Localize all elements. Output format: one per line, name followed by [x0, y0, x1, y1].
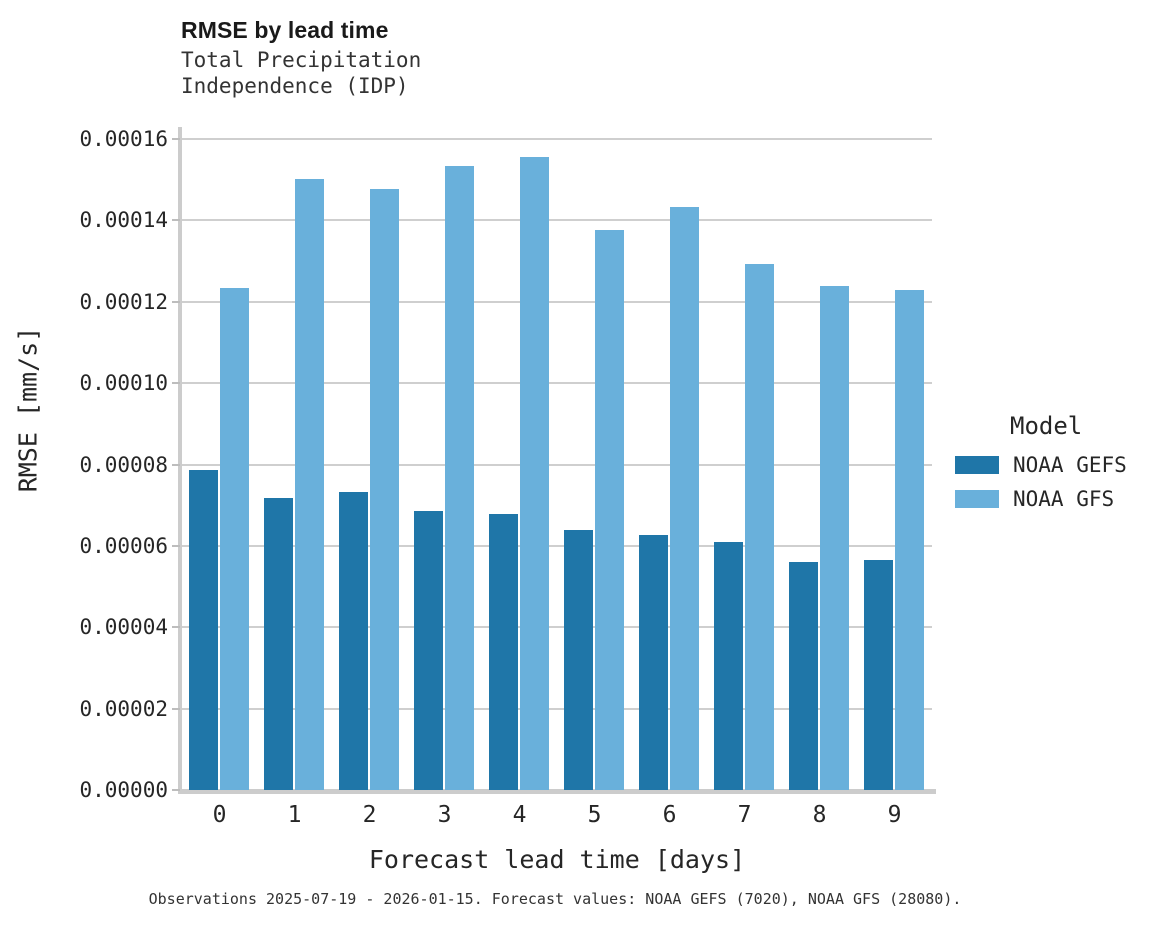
- x-axis-tick-label: 0: [212, 802, 227, 828]
- bar[interactable]: [564, 530, 593, 790]
- bar-group: [632, 139, 707, 790]
- y-axis-tick: [172, 382, 180, 385]
- chart-subtitle-location: Independence (IDP): [181, 74, 409, 98]
- y-axis-tick: [172, 707, 180, 710]
- bar[interactable]: [489, 514, 518, 790]
- bar-group: [257, 139, 332, 790]
- bar[interactable]: [714, 542, 743, 790]
- x-axis-tick-label: 1: [287, 802, 302, 828]
- gridline: [182, 463, 932, 466]
- bar[interactable]: [264, 497, 293, 790]
- y-axis-tick-label: 0.00012: [79, 289, 168, 314]
- x-axis-tick-label: 5: [587, 802, 602, 828]
- y-axis-tick-label: 0.00016: [79, 127, 168, 151]
- bar[interactable]: [520, 156, 549, 790]
- page-title: RMSE by lead time: [181, 17, 389, 43]
- x-axis-tick-label: 8: [812, 802, 827, 828]
- bar-group: [482, 139, 557, 790]
- bar[interactable]: [670, 206, 699, 790]
- x-axis-tick-label: 2: [362, 802, 377, 828]
- x-axis-tick-label: 3: [437, 802, 452, 828]
- legend-swatch-icon: [955, 490, 999, 508]
- gridline: [182, 544, 932, 547]
- bar-group: [182, 139, 257, 790]
- gridline: [182, 138, 932, 140]
- legend-title: Model: [1010, 412, 1083, 440]
- bar[interactable]: [745, 263, 774, 790]
- y-axis-title: RMSE [mm/s]: [13, 326, 43, 493]
- y-axis-tick-label: 0.00006: [79, 533, 168, 558]
- y-axis-tick: [172, 463, 180, 466]
- bar[interactable]: [895, 289, 924, 790]
- bar[interactable]: [595, 230, 624, 790]
- y-axis-tick-label: 0.00010: [79, 371, 168, 396]
- bar[interactable]: [639, 535, 668, 790]
- gridline: [182, 382, 932, 385]
- bar-group: [332, 139, 407, 790]
- bar[interactable]: [370, 189, 399, 790]
- y-axis-tick: [172, 626, 180, 629]
- y-axis-tick-label: 0.00002: [79, 696, 168, 721]
- legend-item-label: NOAA GEFS: [1013, 452, 1127, 477]
- y-axis-tick-labels: 0.00000 0.00002 0.00004 0.00006 0.00008 0.000…: [0, 129, 168, 801]
- bar[interactable]: [445, 165, 474, 790]
- legend-swatch-icon: [955, 456, 999, 474]
- gridline: [182, 707, 932, 710]
- bar[interactable]: [339, 491, 368, 790]
- gridline: [182, 300, 932, 303]
- y-axis-tick: [172, 789, 180, 791]
- y-axis-tick: [172, 219, 180, 222]
- gridline: [182, 626, 932, 629]
- x-axis-tick-label: 7: [737, 802, 752, 828]
- chart-subtitle-variable: Total Precipitation: [181, 48, 422, 72]
- bar[interactable]: [220, 288, 249, 790]
- x-axis-tick-label: 6: [662, 802, 677, 828]
- y-axis-line: [178, 127, 182, 794]
- legend: Model NOAA GEFS NOAA GFS: [955, 412, 1170, 518]
- x-axis-tick-label: 4: [512, 802, 527, 828]
- bar-group: [857, 139, 932, 790]
- y-axis-tick-label: 0.00008: [79, 452, 168, 477]
- footer-note: Observations 2025-07-19 - 2026-01-15. Fo…: [148, 890, 962, 908]
- legend-item-label: NOAA GFS: [1013, 486, 1115, 511]
- legend-entries: NOAA GEFS NOAA GFS: [955, 450, 1170, 514]
- y-axis-tick: [172, 300, 180, 303]
- bar[interactable]: [295, 179, 324, 790]
- legend-item[interactable]: NOAA GEFS: [955, 450, 1170, 480]
- gridline: [182, 219, 932, 222]
- title-block: RMSE by lead time Total Precipitation In…: [181, 16, 881, 99]
- bar[interactable]: [789, 561, 818, 790]
- y-axis-tick: [172, 544, 180, 547]
- x-axis-title: Forecast lead time [days]: [368, 845, 746, 874]
- y-axis-tick-label: 0.00004: [79, 615, 168, 640]
- y-axis-tick-label: 0.00014: [79, 208, 168, 233]
- bar[interactable]: [864, 559, 893, 790]
- legend-item[interactable]: NOAA GFS: [955, 484, 1170, 514]
- y-axis-tick-label: 0.00000: [79, 778, 168, 802]
- bar-group: [557, 139, 632, 790]
- bar-group: [707, 139, 782, 790]
- plot-area: [172, 138, 932, 791]
- bar[interactable]: [189, 469, 218, 790]
- x-axis-line: [178, 789, 936, 794]
- bar[interactable]: [820, 286, 849, 790]
- y-axis-tick: [172, 138, 180, 140]
- bar[interactable]: [414, 510, 443, 790]
- x-axis-tick-label: 9: [887, 802, 902, 828]
- bar-group: [407, 139, 482, 790]
- bar-group: [782, 139, 857, 790]
